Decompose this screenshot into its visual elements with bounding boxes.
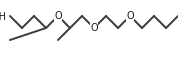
Text: O: O bbox=[90, 23, 98, 33]
Text: O: O bbox=[126, 11, 134, 21]
Text: OH: OH bbox=[0, 12, 7, 22]
Text: O: O bbox=[54, 11, 62, 21]
